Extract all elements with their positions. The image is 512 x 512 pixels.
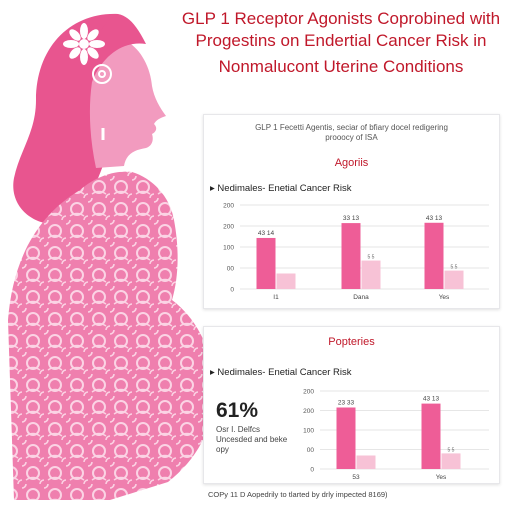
footer-note: COPy 11 D Aopedrily to tlarted by drly i… [208, 490, 388, 499]
secondary-data-label: 5 5 [368, 255, 375, 261]
series-title: ▸ Nedimales- Enetial Cancer Risk [210, 183, 352, 194]
small-flower-icon [92, 64, 112, 84]
page-title: GLP 1 Receptor Agonists Coprobined with … [178, 8, 504, 78]
series-title-text: Nedimales- Enetial Cancer Risk [217, 183, 352, 194]
y-tick-label: 200 [303, 408, 314, 415]
bar-secondary [441, 453, 461, 469]
bar-primary [341, 223, 361, 289]
y-tick-label: 200 [223, 224, 234, 231]
x-tick-label: Dana [353, 294, 369, 301]
face [89, 37, 166, 168]
title-line-3: Nonmalucont Uterine Conditions [218, 57, 464, 76]
secondary-data-label: 5 5 [451, 265, 458, 271]
bar-secondary [276, 273, 296, 289]
hair [13, 13, 118, 224]
panel-subtitle-line-1: GLP 1 Fecetti Agentis, seciar of bfiary … [255, 123, 448, 132]
x-tick-label: Yes [439, 294, 450, 301]
bar-primary [256, 237, 276, 289]
y-tick-label: 200 [303, 389, 314, 396]
y-tick-label: 100 [303, 428, 314, 435]
y-tick-label: 00 [227, 266, 235, 273]
stat-value: 61% [216, 399, 259, 422]
bar-secondary [356, 455, 376, 469]
bar-secondary [444, 270, 464, 289]
section-heading: Popteries [328, 336, 375, 348]
secondary-data-label: 5 5 [448, 447, 455, 453]
y-tick-label: 0 [310, 467, 314, 474]
x-tick-label: 53 [352, 474, 360, 481]
x-tick-label: I1 [273, 294, 279, 301]
title-line-2: Progestins on Endertial Cancer Risk in [195, 31, 487, 50]
body [8, 171, 214, 500]
y-tick-label: 00 [307, 447, 315, 454]
section-heading: Agoriis [334, 157, 369, 169]
bullet-icon: ▸ [210, 367, 215, 378]
data-label: 43 13 [423, 396, 440, 403]
data-label: 23 33 [338, 400, 355, 407]
flower-icon [63, 23, 105, 65]
panel-subtitle: GLP 1 Fecetti Agentis, seciar of bfiary … [204, 123, 499, 143]
bar-primary [424, 222, 444, 289]
y-tick-label: 0 [230, 287, 234, 294]
series-title-text: Nedimales- Enetial Cancer Risk [217, 367, 352, 378]
data-label: 43 14 [258, 230, 275, 237]
bar-primary [421, 403, 441, 469]
data-label: 33 13 [343, 215, 360, 222]
bar-secondary [361, 260, 381, 289]
bullet-icon: ▸ [210, 183, 215, 194]
title-line-1: GLP 1 Receptor Agonists Coprobined with [181, 9, 501, 28]
stat-note: Osr I. Delfcs Uncesded and beke opy [216, 425, 288, 454]
data-label: 43 13 [426, 215, 443, 222]
x-tick-label: Yes [436, 474, 447, 481]
bar-primary [336, 407, 356, 469]
chart-panel-agonists: GLP 1 Fecetti Agentis, seciar of bfiary … [203, 114, 500, 309]
y-tick-label: 100 [223, 245, 234, 252]
y-tick-label: 200 [223, 203, 234, 210]
panel-subtitle-line-2: prooocy of ISA [325, 133, 378, 142]
chart-panel-progestins: Popteries ▸ Nedimales- Enetial Cancer Ri… [203, 326, 500, 484]
series-title: ▸ Nedimales- Enetial Cancer Risk [210, 367, 352, 378]
